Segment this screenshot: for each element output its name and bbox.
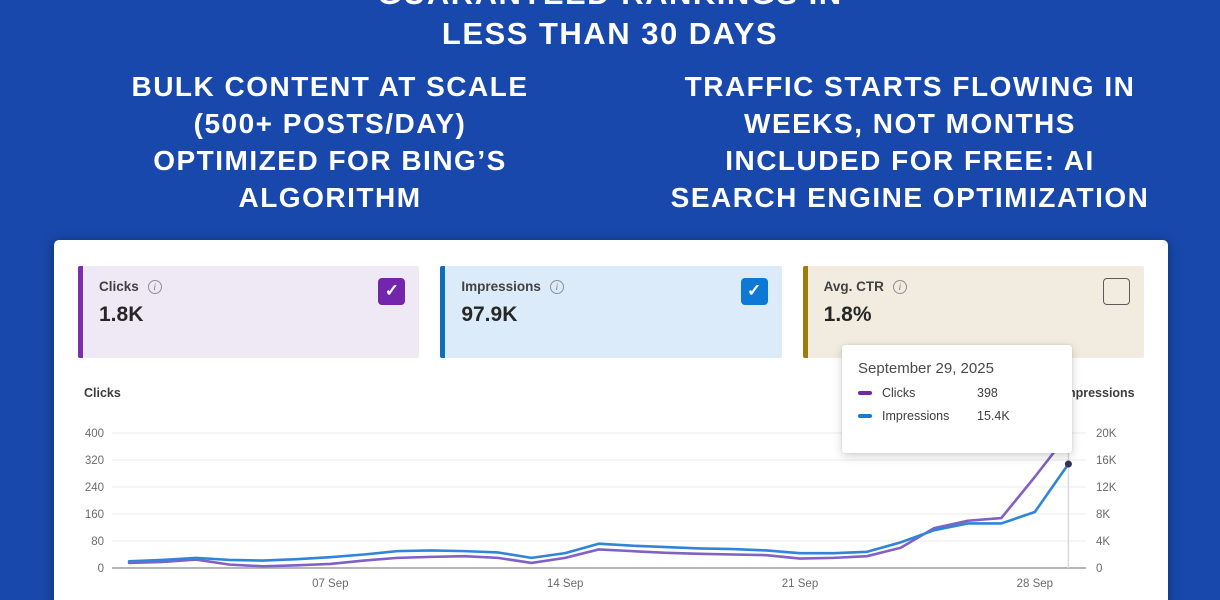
left-col-line3: OPTIMIZED FOR BING’S [153, 145, 507, 176]
chart-tooltip: September 29, 2025 Clicks 398 Impression… [842, 345, 1072, 453]
series-line-clicks[interactable] [127, 432, 1070, 568]
left-col-line4: ALGORITHM [238, 182, 422, 213]
right-col-line3-rest: INCLUDED FOR [725, 145, 965, 176]
metric-card-clicks: Clicks i 1.8K ✓ [78, 266, 420, 358]
y-axis-tick-left: 0 [98, 563, 104, 575]
y-axis-tick-right: 12K [1096, 482, 1117, 494]
hero-line1-bold: GUARANTEED [377, 0, 611, 11]
info-icon[interactable]: i [147, 279, 162, 294]
metric-label: Clicks [99, 279, 139, 294]
y-axis-tick-left: 240 [85, 482, 104, 494]
right-col-line3: INCLUDED FOR FREE: AI [620, 142, 1200, 179]
y-axis-tick-right: 0 [1096, 563, 1102, 575]
metric-value: 1.8% [823, 303, 872, 326]
hero-line2-rest: LESS THAN [441, 16, 642, 51]
hero-headline: GUARANTEED RANKINGS IN LESS THAN 30 DAYS [0, 0, 1220, 54]
info-icon[interactable]: i [549, 279, 564, 294]
left-col-line2: (500+ POSTS/DAY) [50, 105, 610, 142]
info-icon[interactable]: i [892, 279, 907, 294]
metric-label: Avg. CTR [823, 279, 884, 294]
series-end-marker-impressions [1064, 460, 1072, 468]
metric-checkbox[interactable]: ✓ [740, 278, 768, 305]
tooltip-row-impressions: Impressions 15.4K [858, 409, 1056, 423]
hero-line1-rest: RANKINGS IN [611, 0, 843, 11]
tooltip-date: September 29, 2025 [858, 360, 994, 377]
y-axis-tick-right: 4K [1096, 536, 1110, 548]
metric-card-impressions: Impressions i 97.9K ✓ [440, 266, 782, 358]
right-col-line1: TRAFFIC STARTS FLOWING IN [684, 71, 1136, 102]
y-axis-tick-left: 320 [85, 455, 104, 467]
y-axis-tick-left: 80 [91, 536, 104, 548]
metric-value: 97.9K [461, 303, 518, 326]
tooltip-value: 398 [977, 386, 998, 400]
metric-checkbox[interactable] [1102, 278, 1130, 305]
right-col-line2: WEEKS, NOT MONTHS [744, 108, 1076, 139]
right-col-line4-rest: ENGINE OPTIMIZATION [797, 182, 1150, 213]
hero-line-2: LESS THAN 30 DAYS [0, 14, 1220, 54]
y-axis-tick-right: 8K [1096, 509, 1110, 521]
y-axis-tick-left: 160 [85, 509, 104, 521]
left-col-line1: BULK CONTENT AT SCALE [131, 71, 529, 102]
feature-column-bulk-content: BULK CONTENT AT SCALE (500+ POSTS/DAY) O… [50, 68, 610, 216]
left-col-line2-bold: (500+ POSTS/DAY) [193, 108, 467, 139]
right-col-line3-bold: FREE: AI [964, 145, 1095, 176]
metric-checkbox[interactable]: ✓ [378, 278, 406, 305]
clicks-series-swatch [858, 390, 872, 396]
x-axis-tick: 21 Sep [782, 578, 818, 590]
hero-line2-bold: 30 DAYS [641, 16, 779, 51]
right-col-line4-bold: SEARCH [670, 182, 798, 213]
metric-card-avg-ctr: Avg. CTR i 1.8% [802, 266, 1144, 358]
metric-header: Impressions i [461, 279, 765, 294]
tooltip-row-clicks: Clicks 398 [858, 386, 1056, 400]
tooltip-value: 15.4K [977, 409, 1010, 423]
x-axis-tick: 14 Sep [547, 578, 583, 590]
impressions-series-swatch [858, 413, 872, 419]
metric-header: Clicks i [99, 279, 403, 294]
hero-line-1: GUARANTEED RANKINGS IN [0, 0, 1220, 14]
x-axis-tick: 07 Sep [312, 578, 348, 590]
left-axis-title: Clicks [84, 386, 121, 400]
feature-columns: BULK CONTENT AT SCALE (500+ POSTS/DAY) O… [0, 68, 1220, 216]
analytics-panel: Clicks i 1.8K ✓ Impressions i 97.9K ✓ Av… [54, 240, 1168, 600]
metric-cards-row: Clicks i 1.8K ✓ Impressions i 97.9K ✓ Av… [78, 266, 1144, 358]
y-axis-tick-left: 400 [85, 428, 104, 440]
feature-column-traffic: TRAFFIC STARTS FLOWING IN WEEKS, NOT MON… [620, 68, 1200, 216]
metric-header: Avg. CTR i [824, 279, 1128, 294]
y-axis-tick-right: 16K [1096, 455, 1117, 467]
y-axis-tick-right: 20K [1096, 428, 1117, 440]
tooltip-label: Impressions [882, 409, 950, 423]
metric-value: 1.8K [99, 303, 144, 326]
right-col-line4: SEARCH ENGINE OPTIMIZATION [620, 179, 1200, 216]
x-axis-tick: 28 Sep [1017, 578, 1053, 590]
right-axis-title: Impressions [1061, 386, 1135, 400]
metric-label: Impressions [461, 279, 541, 294]
tooltip-label: Clicks [882, 386, 916, 400]
series-line-impressions[interactable] [127, 462, 1070, 563]
